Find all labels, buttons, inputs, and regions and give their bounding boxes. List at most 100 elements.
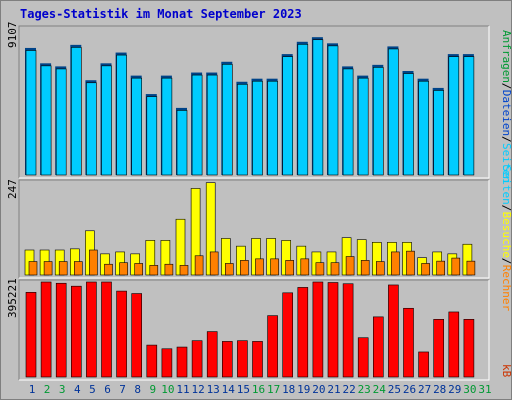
x-tick-label: 13 <box>207 383 220 396</box>
seiten-bar <box>146 96 158 176</box>
kb-bar <box>237 340 248 378</box>
kb-bar <box>55 282 67 378</box>
rechner-bar <box>194 255 204 276</box>
x-tick-label: 19 <box>297 383 310 396</box>
rechner-bar <box>89 249 98 276</box>
x-tick-label: 4 <box>74 383 81 396</box>
kb-bar <box>403 307 414 378</box>
kb-bar <box>252 341 263 378</box>
rechner-bar <box>406 250 415 276</box>
top-panel: 9107 Anfragen/Dateien/Seiten <box>6 22 512 183</box>
rechner-bar <box>164 263 174 276</box>
x-tick-label: 31 <box>478 383 491 396</box>
bottom-legend: kB <box>500 364 512 378</box>
seiten-bar <box>357 77 369 176</box>
seiten-bar <box>372 67 384 176</box>
x-tick-label: 28 <box>433 383 446 396</box>
kb-bar <box>433 319 445 378</box>
kb-bar <box>161 348 173 378</box>
legend-separator: / <box>500 205 512 212</box>
seiten-bar <box>176 110 188 176</box>
x-tick-label: 29 <box>448 383 461 396</box>
seiten-bar <box>71 47 82 176</box>
x-tick-label: 1 <box>29 383 36 396</box>
rechner-bar <box>285 260 295 276</box>
x-axis-day-labels: 1 2 3 4 5 6 7 8 9 10 11 12 13 14 15 16 17 18 19 20 21 22 23 24 2… <box>29 383 492 396</box>
seiten-bar <box>116 54 127 176</box>
rechner-bar <box>391 251 400 276</box>
kb-bar <box>222 341 233 378</box>
legend-separator: / <box>500 136 512 143</box>
kb-bar <box>40 281 52 378</box>
panel-shadow-edge <box>18 179 489 278</box>
kb-bar <box>71 285 82 378</box>
rechner-bar <box>421 263 430 276</box>
seiten-bar <box>222 64 233 176</box>
seiten-bar <box>282 56 294 176</box>
seiten-bar <box>252 80 263 176</box>
x-tick-label: 9 <box>149 383 156 396</box>
x-tick-label: 30 <box>463 383 476 396</box>
kb-bar <box>101 281 112 378</box>
kb-bar <box>463 319 475 378</box>
rechner-bar <box>300 258 310 276</box>
kb-bar <box>448 311 460 378</box>
x-tick-label: 25 <box>388 383 401 396</box>
x-tick-label: 5 <box>89 383 96 396</box>
rechner-bar <box>28 261 38 276</box>
x-tick-label: 12 <box>191 383 204 396</box>
seiten-bar <box>191 74 203 176</box>
x-tick-label: 18 <box>282 383 295 396</box>
seiten-bar <box>55 68 67 176</box>
rechner-bar <box>104 263 113 276</box>
rechner-bar <box>315 262 325 276</box>
x-tick-label: 10 <box>161 383 174 396</box>
rechner-bar <box>179 265 189 276</box>
x-tick-label: 14 <box>222 383 236 396</box>
legend-mid-seiten: Seiten <box>500 165 512 205</box>
legend-top-seiten: Seiten <box>500 143 512 183</box>
x-tick-label: 23 <box>358 383 371 396</box>
kb-bar <box>312 281 324 378</box>
rechner-bar <box>330 262 340 276</box>
x-tick-label: 2 <box>44 383 51 396</box>
kb-bar <box>388 284 399 378</box>
legend-mid-rechner: Rechner <box>500 265 512 312</box>
panel-highlight-edge <box>19 180 490 279</box>
seiten-bar <box>433 90 445 176</box>
legend-separator: / <box>500 258 512 265</box>
x-tick-label: 8 <box>134 383 141 396</box>
kb-bar <box>342 283 354 378</box>
rechner-bar <box>436 260 446 276</box>
rechner-bar <box>209 251 219 276</box>
kb-bar <box>176 346 188 378</box>
kb-bar <box>327 282 339 378</box>
seiten-bar <box>403 73 414 176</box>
legend-top-dateien: Dateien <box>500 90 512 136</box>
rechner-bar <box>255 258 264 276</box>
seiten-bar <box>448 56 460 176</box>
seiten-bar <box>161 77 173 176</box>
x-tick-label: 16 <box>252 383 265 396</box>
legend-separator: / <box>500 83 512 90</box>
kb-bar <box>372 316 384 378</box>
seiten-bar <box>388 48 399 176</box>
rechner-bar <box>375 261 385 276</box>
x-tick-label: 15 <box>237 383 250 396</box>
x-tick-label: 3 <box>59 383 66 396</box>
kb-bar <box>297 287 309 378</box>
middle-legend: Seiten/Besuche/Rechner <box>500 165 512 312</box>
panel-highlight-edge <box>19 26 490 179</box>
top-ymax-label: 9107 <box>6 22 19 49</box>
x-tick-label: 17 <box>267 383 280 396</box>
rechner-bar <box>74 261 83 276</box>
x-tick-label: 11 <box>176 383 189 396</box>
bottom-panel: 395221 kB <box>6 278 512 381</box>
rechner-bar <box>345 256 355 276</box>
kb-bar <box>86 281 97 378</box>
x-tick-label: 27 <box>418 383 431 396</box>
chart-title: Tages-Statistik im Monat September 2023 <box>20 7 302 21</box>
x-tick-label: 7 <box>119 383 126 396</box>
legend-bottom-kb: kB <box>500 364 512 378</box>
